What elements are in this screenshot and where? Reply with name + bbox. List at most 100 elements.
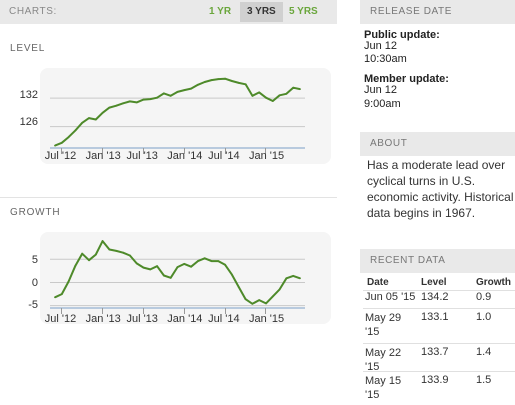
growth-x-tick-label: Jul '13 [126, 313, 158, 325]
level-data-point [142, 98, 145, 101]
level-data-point [258, 91, 261, 94]
level-x-tick [183, 148, 185, 154]
growth-data-point [197, 260, 199, 262]
level-data-point [74, 129, 77, 132]
growth-x-tick-label: Jul '12 [44, 313, 77, 325]
level-data-point [101, 111, 104, 114]
growth-data-point [271, 295, 274, 298]
level-section-title: LEVEL [10, 43, 46, 54]
level-data-point [156, 96, 158, 99]
recent-row-growth: 1.5 [476, 374, 492, 386]
recent-row-date: May 22 '15 [365, 347, 402, 373]
growth-data-point [278, 288, 281, 291]
growth-data-point [183, 263, 186, 265]
recent-row-level: 134.2 [421, 291, 449, 303]
level-data-point [81, 121, 84, 124]
level-x-tick-label: Jan '13 [85, 150, 121, 162]
level-data-point [67, 136, 70, 138]
growth-data-point [60, 293, 63, 295]
level-data-point [265, 96, 267, 99]
recent-data-header: RECENT DATA [360, 249, 515, 273]
row-divider [363, 308, 515, 309]
member-update-time: 9:00am [364, 98, 401, 110]
level-y-tick-label: 132 [19, 89, 38, 101]
growth-data-point [129, 254, 131, 257]
level-data-point [278, 94, 281, 97]
recent-col-date: Date [367, 277, 389, 288]
level-x-tick-label: Jan '14 [167, 150, 203, 162]
growth-x-tick-label: Jul '14 [208, 313, 240, 325]
level-x-tick [265, 148, 267, 154]
range-1yr-button[interactable]: 1 YR [209, 6, 232, 17]
level-x-tick-label: Jul '14 [208, 150, 240, 162]
growth-data-point [163, 274, 165, 277]
growth-data-point [88, 259, 90, 262]
growth-data-point [292, 275, 295, 277]
growth-x-tick [265, 308, 267, 314]
growth-data-point [135, 262, 138, 265]
growth-data-point [142, 266, 145, 269]
release-date-header: RELEASE DATE [360, 0, 515, 24]
growth-x-tick-label: Jan '14 [167, 313, 203, 325]
growth-x-tick [61, 308, 63, 314]
level-data-point [115, 104, 118, 107]
level-x-tick [224, 148, 226, 154]
recent-row-date: May 29 '15 [365, 312, 402, 338]
growth-data-point [217, 260, 220, 262]
row-divider [363, 343, 515, 344]
growth-data-point [149, 268, 152, 271]
range-3yrs-button[interactable]: 3 YRS [240, 2, 283, 22]
level-data-point [237, 82, 240, 84]
level-data-point [285, 92, 288, 95]
level-x-tick [61, 148, 63, 154]
growth-data-point [54, 296, 56, 299]
section-divider [0, 197, 337, 198]
recent-row-growth: 1.0 [476, 311, 492, 323]
growth-data-point [115, 250, 118, 252]
level-data-point [54, 144, 56, 147]
growth-data-point [156, 265, 158, 268]
charts-label: CHARTS: [9, 6, 57, 17]
public-update-label: Public update: [364, 29, 440, 41]
growth-data-point [210, 260, 213, 262]
growth-data-point [108, 248, 111, 251]
growth-data-point [169, 276, 172, 279]
recent-row-growth: 0.9 [476, 291, 492, 303]
level-data-point [94, 118, 97, 121]
level-series-line [54, 77, 301, 147]
growth-data-point [122, 251, 124, 254]
growth-data-point [176, 266, 179, 268]
growth-data-point [94, 253, 97, 256]
growth-data-point [203, 257, 206, 260]
level-data-point [299, 88, 301, 90]
public-update-time: 10:30am [364, 53, 407, 65]
recent-row-level: 133.9 [421, 374, 449, 386]
growth-data-point [101, 240, 104, 242]
charts-column: CHARTS: 1 YR 3 YRS 5 YRS LEVEL 132 126 J… [0, 0, 337, 325]
level-line-chart [50, 77, 305, 149]
growth-y-tick-label: 5 [31, 254, 38, 266]
level-data-point [176, 91, 179, 93]
info-column: RELEASE DATE Public update: Jun 12 10:30… [360, 0, 515, 405]
level-data-point [60, 141, 63, 144]
growth-x-tick [102, 308, 104, 314]
row-divider [363, 371, 515, 372]
growth-chart-panel [40, 232, 331, 324]
growth-data-point [231, 273, 233, 276]
growth-data-point [285, 277, 288, 280]
growth-x-tick [183, 308, 185, 314]
level-data-point [108, 106, 111, 109]
growth-line-chart [50, 240, 305, 309]
level-data-point [271, 100, 274, 102]
level-data-point [135, 101, 138, 104]
about-header: ABOUT [360, 132, 515, 156]
level-data-point [210, 79, 213, 81]
growth-data-point [265, 302, 267, 305]
member-update-label: Member update: [364, 73, 449, 85]
growth-data-point [81, 252, 84, 255]
growth-data-point [258, 299, 261, 301]
growth-data-point [224, 263, 227, 266]
range-5yrs-button[interactable]: 5 YRS [289, 6, 318, 17]
row-divider [363, 290, 515, 291]
level-data-point [292, 86, 295, 89]
